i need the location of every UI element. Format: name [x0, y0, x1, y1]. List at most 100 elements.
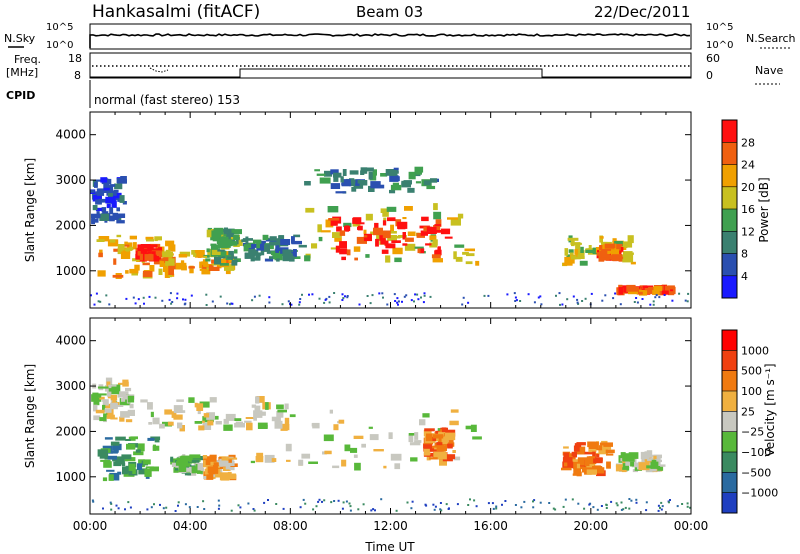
data-cell: [360, 167, 368, 174]
scatter-cell: [396, 297, 399, 300]
data-cell: [614, 241, 623, 247]
data-cell: [323, 434, 334, 442]
data-cell: [364, 167, 374, 172]
data-cell: [202, 264, 207, 270]
scatter-cell: [386, 303, 389, 306]
data-cell: [408, 434, 414, 443]
scatter-cell: [110, 508, 113, 511]
scatter-cell: [467, 301, 470, 304]
data-cell: [573, 242, 582, 245]
data-cell: [318, 236, 323, 242]
scatter-cell: [657, 509, 660, 512]
scatter-cell: [635, 498, 638, 501]
data-cell: [264, 454, 275, 463]
beam-label: Beam 03: [356, 3, 423, 21]
data-cell: [616, 287, 620, 295]
scatter-cell: [410, 507, 413, 510]
data-cell: [381, 249, 389, 254]
scatter-cell: [268, 296, 271, 299]
x-tick-label: 20:00: [574, 519, 609, 533]
data-cell: [97, 394, 101, 398]
data-cell: [271, 458, 277, 462]
data-cell: [426, 185, 436, 190]
data-cell: [245, 236, 249, 245]
data-cell: [224, 264, 235, 271]
data-cell: [580, 246, 584, 253]
scatter-cell: [315, 505, 318, 508]
colorbar-swatch: [722, 492, 737, 513]
data-cell: [464, 248, 475, 252]
data-cell: [228, 250, 234, 257]
scatter-cell: [345, 500, 348, 503]
data-cell: [457, 213, 464, 219]
data-cell: [276, 411, 284, 418]
data-cell: [584, 451, 593, 455]
velocity-ylabel: Slant Range [km]: [23, 364, 37, 468]
data-cell: [390, 224, 394, 232]
colorbar-swatch: [722, 452, 737, 473]
station-title: Hankasalmi (fitACF): [92, 2, 260, 22]
scatter-cell: [115, 504, 118, 507]
colorbar-frame: [721, 329, 738, 514]
data-cell: [227, 228, 235, 234]
data-cell: [257, 422, 268, 429]
data-cell: [125, 247, 130, 253]
scatter-cell: [432, 503, 435, 506]
power-colorbar-label: Power [dB]: [757, 177, 771, 242]
data-cell: [138, 459, 145, 468]
data-cell: [625, 458, 635, 466]
scatter-cell: [523, 500, 526, 503]
data-cell: [197, 463, 204, 471]
data-cell: [618, 286, 624, 295]
data-cell: [462, 251, 469, 255]
scatter-cell: [366, 295, 369, 297]
data-cell: [304, 255, 311, 262]
data-cell: [103, 187, 110, 191]
nsearch-label: N.Search: [746, 32, 796, 45]
data-cell: [603, 254, 613, 258]
data-cell: [125, 419, 133, 423]
scatter-cell: [382, 296, 384, 299]
data-cell: [319, 177, 331, 184]
freq-trace: [90, 68, 691, 78]
scatter-cell: [184, 298, 187, 301]
data-cell: [272, 252, 283, 260]
scatter-cell: [102, 507, 104, 510]
data-cell: [437, 438, 441, 442]
data-cell: [212, 415, 219, 420]
data-cell: [603, 442, 613, 447]
data-cell: [349, 178, 355, 187]
data-cell: [116, 178, 123, 183]
data-cell: [184, 472, 191, 476]
data-cell: [453, 251, 457, 260]
x-tick-label: 16:00: [473, 519, 508, 533]
scatter-cell: [552, 507, 555, 510]
data-cell: [228, 459, 232, 463]
data-cell: [622, 453, 630, 461]
data-cell: [141, 260, 145, 263]
data-cell: [382, 220, 387, 226]
scatter-cell: [378, 292, 381, 295]
data-cell: [129, 235, 137, 240]
scatter-cell: [142, 296, 145, 299]
data-cell: [97, 270, 106, 277]
data-cell: [349, 170, 359, 175]
data-cell: [404, 243, 416, 251]
data-cell: [430, 178, 438, 183]
data-cell: [369, 434, 379, 441]
data-cell: [653, 286, 663, 292]
data-cell: [189, 454, 201, 459]
scatter-cell: [127, 501, 130, 504]
data-cell: [100, 177, 108, 183]
nsearch-tick-low: 10^0: [706, 40, 733, 51]
scatter-cell: [311, 293, 314, 296]
data-cell: [667, 285, 675, 290]
scatter-cell: [229, 303, 231, 306]
scatter-cell: [592, 506, 595, 509]
scatter-cell: [445, 503, 448, 506]
data-cell: [599, 442, 608, 446]
scatter-cell: [92, 500, 95, 503]
data-cell: [365, 254, 370, 258]
data-cell: [170, 456, 174, 462]
scatter-cell: [539, 295, 542, 298]
